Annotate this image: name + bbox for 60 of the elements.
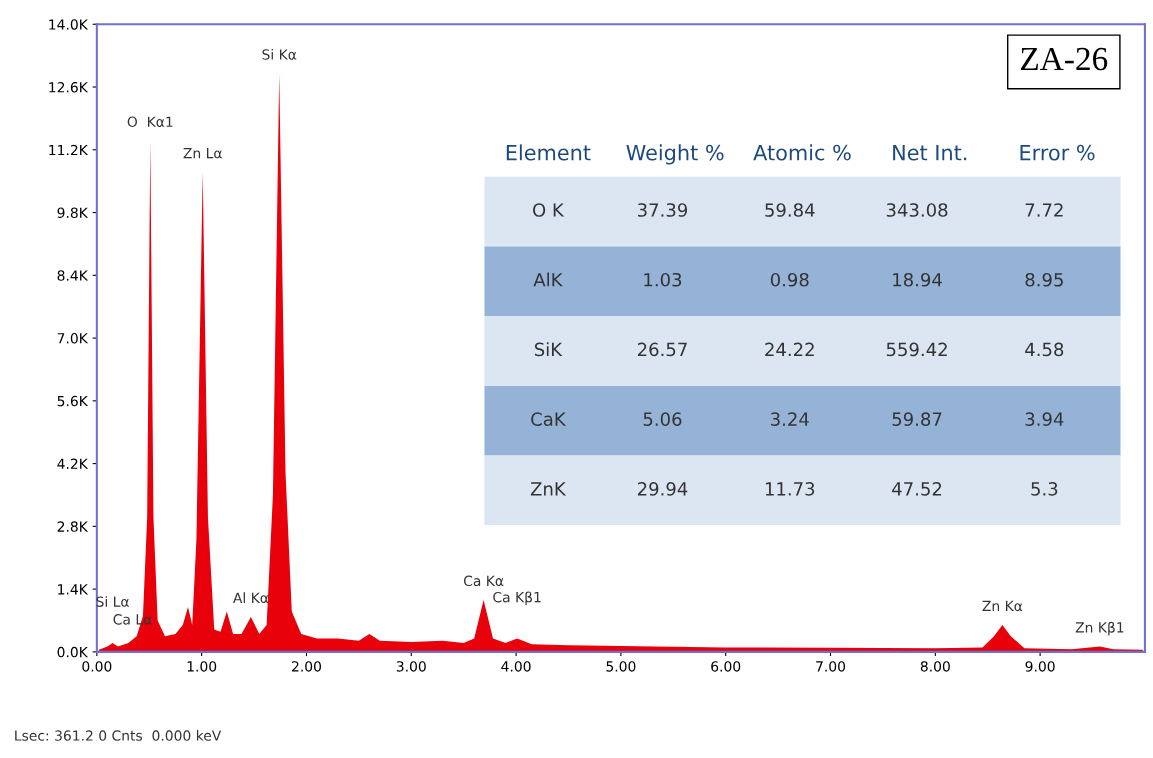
x-tick-label: 4.00 [501,661,531,672]
text: 24.22 [765,342,814,356]
x-tick-label: 0.00 [82,661,112,672]
x-tick-label: 5.00 [606,661,636,672]
category-label: AlK [533,272,563,287]
text: 5.06 [643,412,682,426]
y-tick-label: 1.4K [58,584,89,595]
x-tick-label: 2.00 [292,661,322,672]
text: 11.73 [765,482,815,496]
text: Lsec: 361.2 0 Cnts 0.000 keV [15,730,222,741]
annotation: Ca Kα [463,575,504,587]
text: 559.42 [886,342,947,357]
text: 18.94 [893,272,942,287]
text: 5.3 [1031,482,1058,496]
category-label: Element [506,144,591,161]
annotation: Si Kα [262,49,297,60]
y-tick-label: 8.4K [57,270,89,281]
text: 59.87 [892,412,942,426]
category-label: Error % [1020,144,1095,161]
annotation: Ca Kβ1 [493,591,541,606]
annotation: O Kα1 [127,116,173,128]
y-tick-label: 11.2K [49,144,89,156]
text: 59.84 [765,203,815,217]
y-tick-label: 9.8K [57,207,89,219]
x-tick-label: 8.00 [920,661,950,672]
text: 0.98 [770,272,809,287]
text: 7.72 [1025,203,1063,217]
text: 1.03 [644,272,682,287]
text: 47.52 [892,482,942,496]
annotation: Zn Kα [982,600,1023,612]
category-label: CaK [531,412,567,426]
annotation: Zn Kβ1 [1075,621,1124,636]
category-label: Net Int. [893,145,967,161]
y-tick-label: 5.6K [57,395,89,407]
text: 3.94 [1025,412,1064,426]
annotation: Zn Lα [183,148,222,159]
category-label: ZnK [530,482,567,496]
x-tick-label: 7.00 [816,661,846,672]
category-label: Weight % [626,144,724,165]
x-tick-label: 6.00 [711,661,741,672]
text: 343.08 [886,203,948,217]
text: 3.24 [771,412,809,426]
y-tick-label: 2.8K [57,521,89,532]
text: 26.57 [637,342,687,357]
x-tick-label: 9.00 [1025,661,1055,672]
text: ZA-26 [1020,47,1108,71]
text: 4.58 [1025,342,1064,357]
category-label: SiK [534,342,563,357]
text: 8.95 [1025,272,1063,287]
x-tick-label: 3.00 [396,661,426,672]
category-label: O K [533,203,565,217]
y-tick-label: 4.2K [57,458,89,469]
x-tick-label: 1.00 [187,661,217,672]
text: 37.39 [638,203,688,217]
y-tick-label: 0.0K [57,646,89,658]
text: 29.94 [637,482,688,496]
y-tick-label: 12.6K [49,81,89,93]
category-label: Atomic % [753,144,851,161]
y-tick-label: 14.0K [49,19,89,30]
y-tick-label: 7.0K [57,333,89,344]
